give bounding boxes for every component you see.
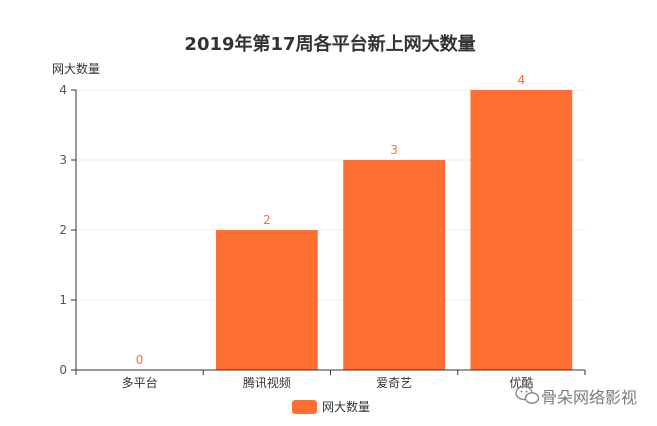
bars: 0 2 3 4 [136,73,573,370]
y-axis-label: 网大数量 [52,61,100,76]
watermark: 骨朵网络影视 [515,385,637,407]
data-label: 4 [518,73,526,87]
bar [215,230,318,370]
legend-label: 网大数量 [322,399,370,414]
y-tick-label: 1 [59,293,67,307]
chart-title: 2019年第17周各平台新上网大数量 [184,33,475,55]
y-tick-label: 4 [59,83,67,97]
watermark-text: 骨朵网络影视 [541,388,637,407]
x-tick-label: 爱奇艺 [376,376,412,390]
data-label: 3 [390,143,398,157]
legend[interactable]: 网大数量 [292,399,370,414]
data-label: 0 [136,353,144,367]
bar [470,90,573,370]
data-label: 2 [263,213,271,227]
x-tick-label: 腾讯视频 [243,375,291,390]
legend-swatch [292,400,317,414]
y-tick-label: 2 [59,223,67,237]
y-tick-label: 3 [59,153,67,167]
y-tick-label: 0 [59,363,67,377]
bar [343,160,446,370]
x-tick-label: 多平台 [122,375,158,390]
wechat-icon [515,385,540,404]
